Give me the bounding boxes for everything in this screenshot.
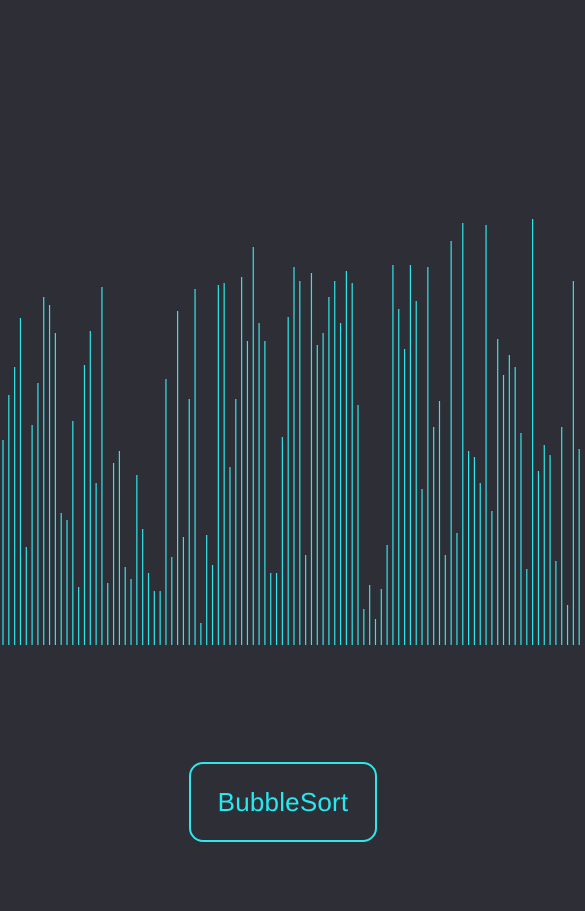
- bubblesort-button[interactable]: BubbleSort: [189, 762, 377, 842]
- bar-visualizer: [0, 0, 585, 700]
- bubblesort-button-label: BubbleSort: [218, 787, 349, 818]
- bars-canvas: [0, 0, 585, 700]
